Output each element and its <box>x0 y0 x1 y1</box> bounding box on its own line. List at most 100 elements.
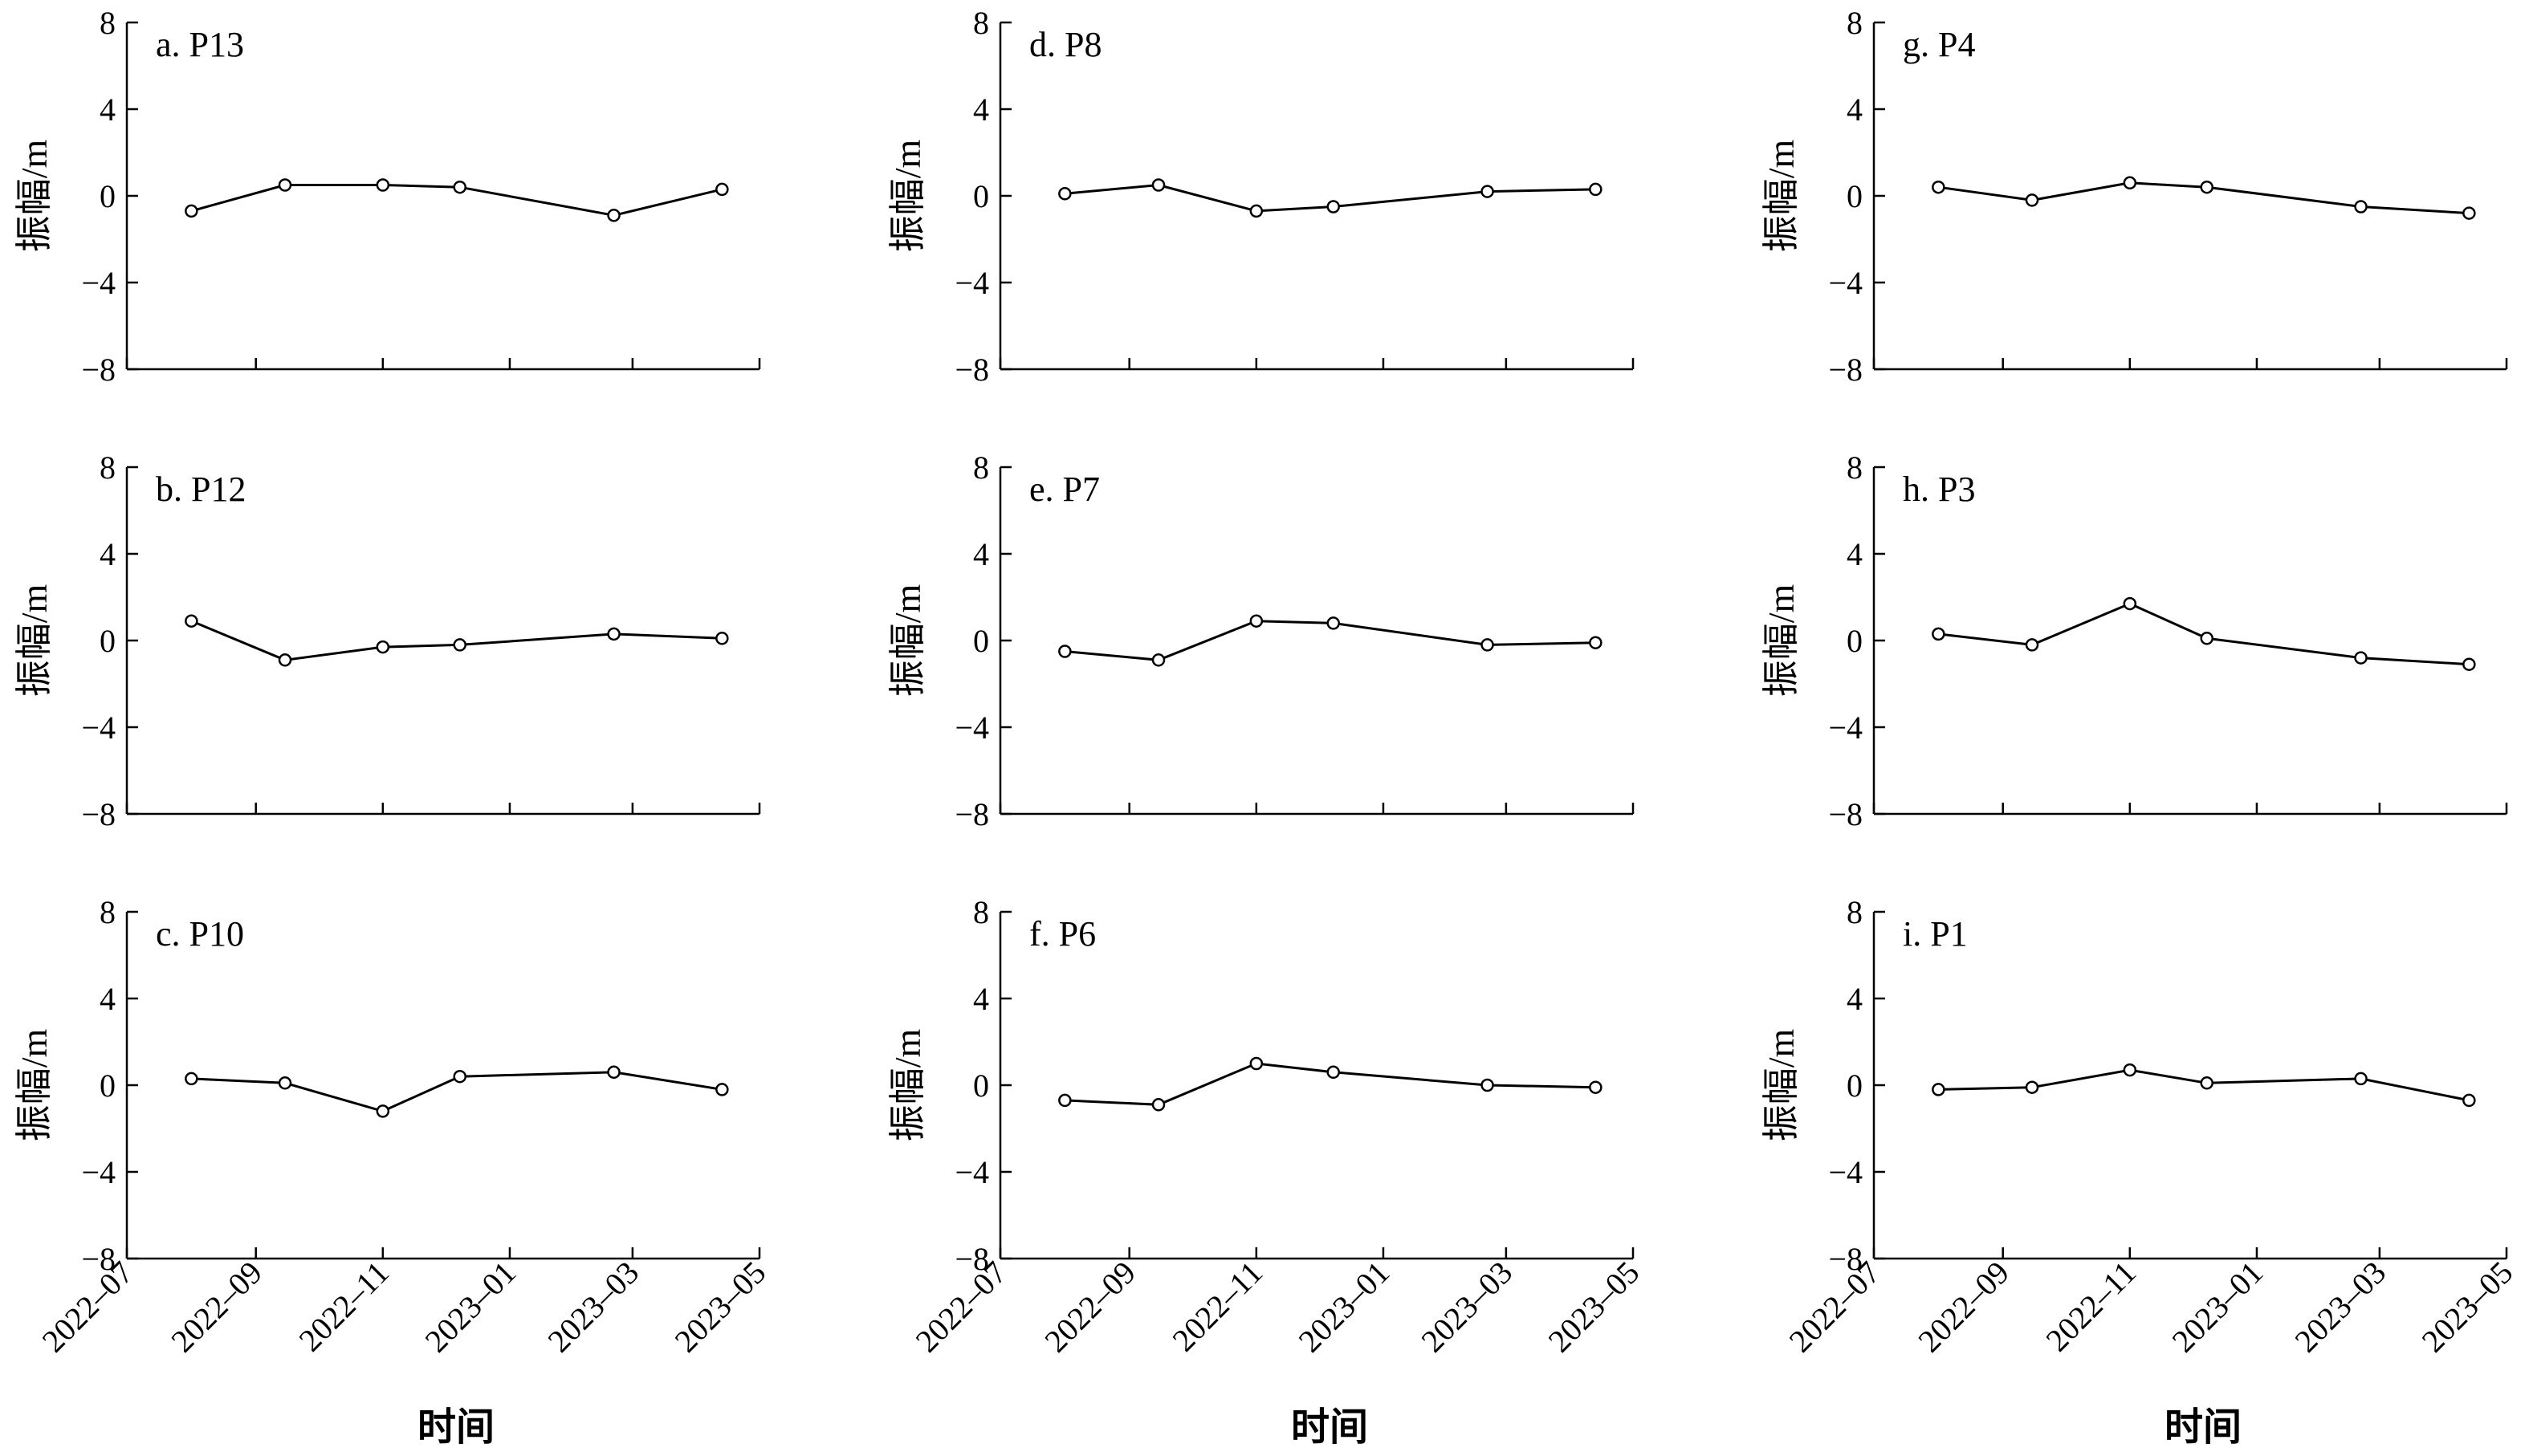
y-tick-label: −4 <box>1828 1154 1863 1190</box>
series-line <box>191 1071 723 1112</box>
y-tick-label: 0 <box>1847 178 1863 214</box>
y-tick-label: −8 <box>81 1241 116 1277</box>
y-tick-label: 0 <box>100 1068 116 1104</box>
y-tick-label: 4 <box>1847 92 1863 128</box>
y-tick-label: −4 <box>1828 265 1863 301</box>
data-point <box>607 209 621 222</box>
x-tick-label: 2022–09 <box>1037 1255 1142 1360</box>
data-point <box>1151 653 1166 667</box>
y-tick-label: −8 <box>81 796 116 832</box>
data-point <box>1058 1093 1072 1108</box>
data-point <box>1589 636 1603 649</box>
data-point <box>1151 178 1166 192</box>
data-point <box>2025 638 2039 652</box>
y-tick-label: 0 <box>100 178 116 214</box>
y-tick-label: 4 <box>100 981 116 1017</box>
y-tick-label: 0 <box>1847 623 1863 659</box>
y-tick-label: 8 <box>973 5 989 41</box>
panel-title: a. P13 <box>156 25 244 64</box>
panel-title: b. P12 <box>156 470 246 509</box>
panel-p8: 8 4 0 −4 −8 d. P8 振幅/m <box>887 5 1635 388</box>
x-tick-label: 2023–01 <box>417 1255 523 1360</box>
data-point <box>1058 645 1072 658</box>
panel-p7: 8 4 0 −4 −8 e. P7 振幅/m <box>887 449 1635 832</box>
y-tick-label: −8 <box>955 1241 989 1277</box>
data-point <box>2025 193 2039 207</box>
x-tick-label: 2023–01 <box>2165 1255 2270 1360</box>
y-tick-label: 0 <box>1847 1068 1863 1104</box>
data-point <box>2354 1072 2368 1086</box>
y-tick-label: 4 <box>1847 981 1863 1017</box>
data-point <box>376 178 390 192</box>
panel-title: f. P6 <box>1029 914 1096 954</box>
x-tick-label: 2023–03 <box>2287 1255 2393 1360</box>
y-tick-label: 0 <box>100 623 116 659</box>
y-tick-label: −4 <box>1828 710 1863 746</box>
data-point <box>1480 185 1494 198</box>
panel-p3: 8 4 0 −4 −8 h. P3 振幅/m <box>1761 449 2508 832</box>
data-point <box>1589 182 1603 197</box>
panel-p4: 8 4 0 −4 −8 g. P4 振幅/m <box>1761 5 2508 388</box>
data-point <box>715 1083 729 1096</box>
y-tick-label: 4 <box>973 92 989 128</box>
data-point <box>1326 1065 1340 1080</box>
y-tick-label: −8 <box>955 796 989 832</box>
y-axis-title: 振幅/m <box>14 140 55 253</box>
x-tick-label: 2022–11 <box>2038 1255 2143 1359</box>
y-tick-label: −4 <box>955 1154 989 1190</box>
y-tick-label: −8 <box>1828 796 1863 832</box>
data-point <box>1326 200 1340 214</box>
data-point <box>278 653 292 667</box>
y-tick-label: −8 <box>955 352 989 388</box>
data-point <box>1932 627 1945 641</box>
y-axis-title: 振幅/m <box>1761 1029 1802 1142</box>
y-tick-label: −4 <box>81 265 116 301</box>
y-axis-title: 振幅/m <box>1761 140 1802 253</box>
y-axis-title: 振幅/m <box>14 1029 55 1142</box>
panel-title: c. P10 <box>156 914 244 954</box>
x-tick-label: 2023–01 <box>1291 1255 1396 1360</box>
y-tick-label: 8 <box>100 449 116 486</box>
x-tick-label: 2022–09 <box>164 1255 269 1360</box>
panel-p13: 8 4 0 −4 −8 a. P13 振幅/m <box>14 5 761 388</box>
y-axis-title: 振幅/m <box>14 584 55 697</box>
y-tick-label: 8 <box>100 5 116 41</box>
y-tick-label: 8 <box>100 894 116 930</box>
y-tick-label: 8 <box>973 449 989 486</box>
y-tick-label: 0 <box>973 178 989 214</box>
x-tick-label: 2022–11 <box>1165 1255 1269 1359</box>
data-point <box>376 1104 390 1118</box>
y-tick-label: −4 <box>955 710 989 746</box>
data-point <box>1249 614 1264 628</box>
data-point <box>2462 206 2476 220</box>
data-point <box>2462 657 2476 671</box>
y-axis-title: 振幅/m <box>887 1029 928 1142</box>
y-tick-label: 4 <box>973 981 989 1017</box>
y-tick-label: 4 <box>100 536 116 572</box>
data-point <box>1932 180 1945 194</box>
series-line <box>1938 602 2470 666</box>
data-point <box>1249 204 1264 218</box>
y-tick-label: −4 <box>81 1154 116 1190</box>
data-point <box>278 178 292 192</box>
data-point <box>2200 1076 2213 1090</box>
y-tick-label: 8 <box>973 894 989 930</box>
x-axis-title: 时间 <box>2165 1406 2242 1449</box>
x-axis-title: 时间 <box>417 1406 495 1449</box>
data-point <box>1326 616 1340 630</box>
data-point <box>715 632 729 645</box>
data-point <box>185 1072 198 1086</box>
data-point <box>2025 1080 2039 1094</box>
data-point <box>376 640 390 654</box>
y-tick-label: 4 <box>1847 536 1863 572</box>
data-point <box>2462 1093 2476 1108</box>
series-line <box>190 620 723 661</box>
series-line <box>1938 181 2470 215</box>
x-tick-label: 2023–03 <box>540 1255 645 1360</box>
panel-title: i. P1 <box>1903 914 1968 954</box>
y-tick-label: 8 <box>1847 894 1863 930</box>
x-tick-label: 2023–05 <box>1541 1255 1647 1360</box>
panel-title: h. P3 <box>1903 470 1975 509</box>
